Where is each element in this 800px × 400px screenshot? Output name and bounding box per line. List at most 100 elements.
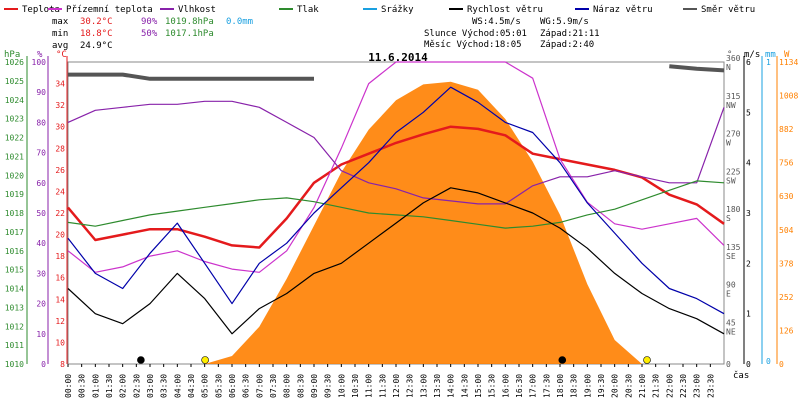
axis-tick-label: 20	[36, 300, 46, 309]
axis-rain: 01	[761, 56, 771, 366]
unit-labels: hPa % °C ° m/s mm W čas	[4, 50, 790, 381]
axis-tick-label: 135	[726, 243, 741, 252]
moonset-text: Západ:2:40	[540, 40, 594, 50]
axis-tick-label: NE	[726, 327, 736, 336]
axis-tick-label: 1013	[5, 303, 24, 312]
axis-tick-label: 1023	[5, 115, 24, 124]
wind-gust-text: WG:5.9m/s	[540, 17, 589, 27]
stat-avg-temp: 24.9°C	[80, 41, 113, 51]
axis-tick-label: 1016	[5, 247, 24, 256]
stat-max-label: max	[52, 17, 69, 27]
axis-tick-label: 1022	[5, 134, 24, 143]
x-tick-label: 16:30	[515, 374, 524, 398]
axis-tick-label: 90	[726, 281, 736, 290]
legend-label: Vlhkost	[178, 5, 216, 15]
legend-label: Přízemní teplota	[66, 5, 153, 15]
axis-tick-label: 1020	[5, 171, 24, 180]
axis-tick-label: 1010	[5, 360, 24, 369]
axis-tick-label: 80	[36, 118, 46, 127]
x-tick-label: 12:30	[406, 374, 415, 398]
x-tick-label: 01:30	[105, 374, 114, 398]
axis-tick-label: 0	[726, 360, 731, 369]
axis-tick-label: 22	[55, 209, 65, 218]
unit-wm2: W	[784, 50, 790, 60]
x-tick-label: 08:30	[296, 374, 305, 398]
unit-deg: °	[727, 50, 732, 60]
axis-tick-label: 0	[746, 360, 751, 369]
axis-tick-label: N	[726, 63, 731, 72]
axis-humidity_pct: 0 10 20 30 40 50 60 70 80 90 100	[32, 56, 49, 369]
x-tick-label: 18:00	[556, 374, 565, 398]
axis-tick-label: 30	[36, 269, 46, 278]
x-tick-label: 11:00	[365, 374, 374, 398]
axis-tick-label: 360	[726, 54, 741, 63]
axis-tick-label: 756	[779, 159, 794, 168]
axis-tick-label: 1008	[779, 92, 798, 101]
sun-moon-markers	[137, 356, 651, 364]
series-náraz-větru	[67, 86, 725, 315]
x-tick-label: 02:00	[119, 374, 128, 398]
axis-tick-label: 126	[779, 326, 794, 335]
x-tick-label: 01:00	[91, 374, 100, 398]
axis-tick-label: 180	[726, 205, 741, 214]
axis-tick-label: SW	[726, 176, 736, 185]
axis-tick-label: 1	[746, 310, 751, 319]
marker-moonset	[137, 356, 145, 364]
axis-tick-label: 1	[766, 58, 771, 67]
legend: Teplota Přízemní teplota Vlhkost Tlak Srážky…	[4, 5, 755, 15]
axis-tick-label: 1021	[5, 152, 24, 161]
axis-tick-label: SE	[726, 252, 736, 261]
axis-tick-label: NW	[726, 101, 736, 110]
axis-tick-label: 1017	[5, 228, 24, 237]
x-tick-label: 12:00	[392, 374, 401, 398]
series-rychlost-větru	[67, 187, 725, 335]
unit-pct: %	[37, 50, 43, 60]
stat-max-press: 1019.8hPa	[165, 17, 214, 27]
unit-hpa: hPa	[4, 50, 20, 60]
axis-tick-label: E	[726, 290, 731, 299]
x-tick-label: 18:30	[570, 374, 579, 398]
series-tlak	[67, 180, 725, 229]
axis-tick-label: 100	[32, 58, 47, 67]
axis-tick-label: W	[726, 139, 731, 148]
x-tick-label: 16:00	[501, 374, 510, 398]
sunset-text: Západ:21:11	[540, 29, 600, 39]
stat-max-temp: 30.2°C	[80, 17, 113, 27]
x-tick-label: 04:30	[187, 374, 196, 398]
legend-label: Tlak	[297, 5, 319, 15]
axis-tick-label: 630	[779, 192, 794, 201]
x-tick-label: 06:00	[228, 374, 237, 398]
unit-mm: mm	[765, 50, 776, 60]
x-tick-label: 13:00	[419, 374, 428, 398]
x-tick-label: 23:00	[693, 374, 702, 398]
axis-tick-label: 5	[746, 108, 751, 117]
axis-tick-label: 50	[36, 209, 46, 218]
x-tick-label: 05:30	[214, 374, 223, 398]
unit-degc: °C	[56, 50, 67, 60]
axis-tick-label: 34	[55, 80, 65, 89]
axis-tick-label: 6	[746, 58, 751, 67]
unit-ms: m/s	[744, 50, 760, 60]
x-tick-label: 03:00	[146, 374, 155, 398]
axis-tick-label: 225	[726, 167, 741, 176]
x-tick-label: 21:00	[638, 374, 647, 398]
axis-tick-label: 1015	[5, 266, 24, 275]
chart-title: 11.6.2014	[368, 51, 428, 64]
axis-tick-label: 18	[55, 252, 65, 261]
x-tick-label: 22:00	[665, 374, 674, 398]
legend-label: Rychlost větru	[467, 5, 543, 15]
wind-info: WS:4.5m/s WG:5.9m/s Slunce Východ:05:01 …	[424, 17, 600, 50]
axis-wind_ms: 0 1 2 3 4 5 6	[743, 56, 751, 369]
axis-tick-label: 30	[55, 123, 65, 132]
axis-tick-label: 26	[55, 166, 65, 175]
axis-tick-label: S	[726, 214, 731, 223]
axis-tick-label: 252	[779, 293, 794, 302]
x-tick-label: 05:00	[201, 374, 210, 398]
x-tick-label: 03:30	[160, 374, 169, 398]
axis-tick-label: 0	[766, 357, 771, 366]
axis-tick-label: 70	[36, 149, 46, 158]
moonrise-text: Měsíc Východ:18:05	[424, 40, 522, 50]
legend-label: Teplota	[22, 5, 60, 15]
x-tick-label: 13:30	[433, 374, 442, 398]
